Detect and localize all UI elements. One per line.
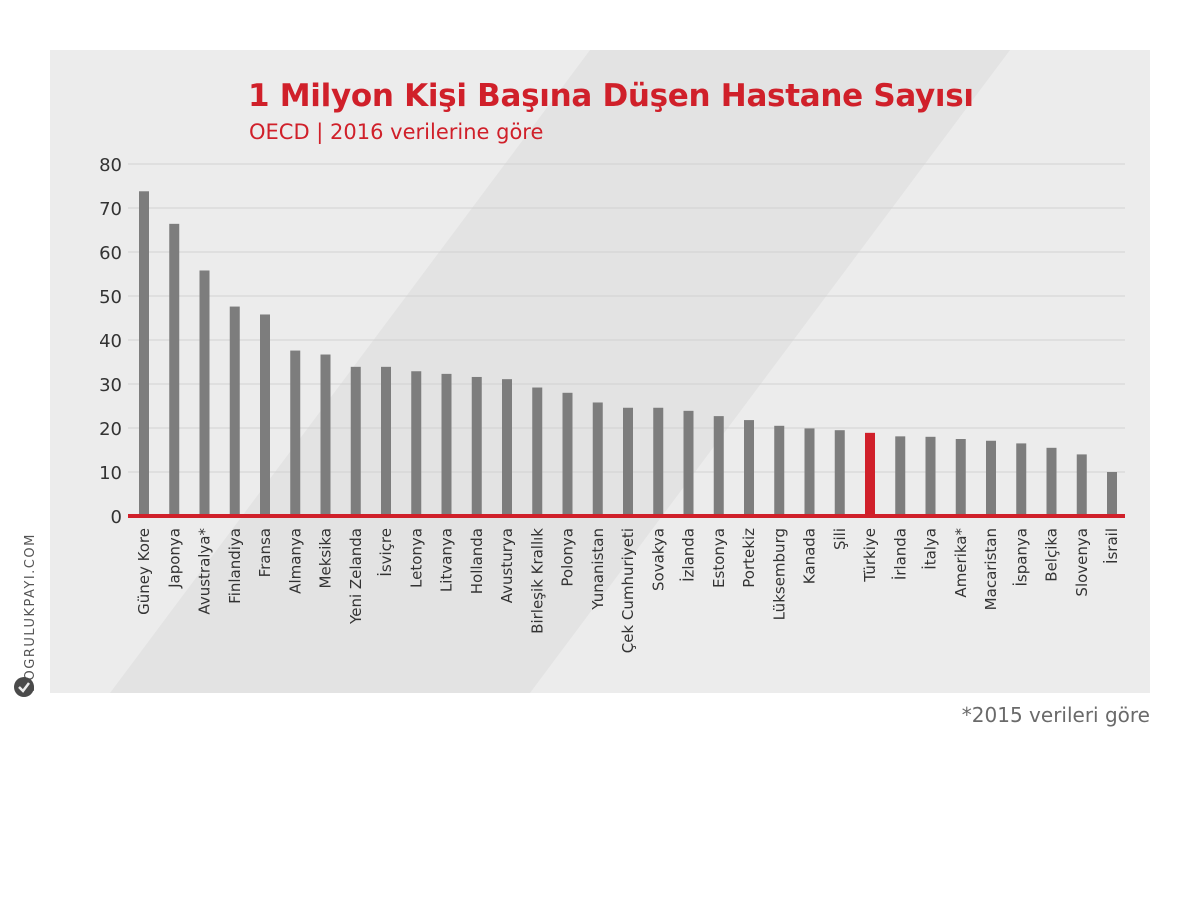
x-tick-label: İspanya [1011,528,1030,587]
x-tick-label: İzlanda [679,528,698,582]
bar [471,376,482,516]
brand-watermark: DOGRULUKPAYI.COM [9,533,47,900]
x-tick-label: Meksika [317,528,335,588]
bar [592,402,603,516]
bar [1076,454,1087,516]
bar [955,439,966,516]
bar [895,436,906,516]
x-tick-label: İsrail [1102,528,1121,564]
bar [411,371,422,516]
y-tick-label: 20 [99,419,122,440]
x-tick-label: Letonya [407,528,425,588]
x-tick-label: Macaristan [982,528,1000,610]
bar [865,432,875,516]
bar-chart: 0 10 20 30 40 50 60 70 80 Güney Kore Japonya Avust… [99,50,1125,693]
chart-title: 1 Milyon Kişi Başına Düşen Hastane Sayıs… [248,78,974,114]
x-tick-label: Şili [831,528,849,550]
x-tick-label: Amerika* [952,528,970,598]
brand-logo-icon [14,677,34,697]
y-tick-label: 50 [99,287,122,308]
x-tick-label: Çek Cumhuriyeti [619,528,637,653]
x-axis-labels: Güney Kore Japonya Avustralya* Finlandiya Fr… [135,528,1121,654]
bar [441,373,452,516]
bar [683,410,694,516]
bar [774,425,785,516]
x-tick-label: Sovakya [649,528,667,591]
footnote: *2015 verileri göre [961,703,1150,727]
y-tick-label: 80 [99,155,122,176]
bar [532,387,543,516]
x-tick-label: Belçika [1043,528,1061,582]
x-tick-label: Birleşik Krallık [528,528,546,634]
chart-panel: 0 10 20 30 40 50 60 70 80 Güney Kore Japonya Avust… [50,50,1150,693]
x-tick-label: Japonya [165,528,183,589]
bar [562,392,573,516]
x-tick-label: Güney Kore [135,528,153,615]
bar [381,366,391,516]
x-tick-label: Slovenya [1073,528,1091,597]
x-tick-label: Estonya [710,528,728,588]
bar [925,436,936,516]
x-tick-label: Finlandiya [226,528,244,604]
bar [229,306,240,516]
bar [502,379,512,516]
bar [986,440,996,516]
x-tick-label: Portekiz [740,528,758,588]
x-tick-label: Hollanda [468,528,486,594]
bar [834,430,845,516]
x-tick-label: Avustralya* [196,528,214,615]
x-tick-label: Avusturya [498,528,516,603]
x-tick-label: Yeni Zelanda [347,528,365,625]
bar [1046,447,1057,516]
brand-text: DOGRULUKPAYI.COM [23,533,38,692]
background-stripe [110,50,1010,693]
x-tick-label: İtalya [921,528,940,570]
x-tick-label: Litvanya [438,528,456,592]
bar [199,270,210,516]
bar [1016,443,1027,516]
bar [623,407,633,516]
y-tick-label: 0 [111,507,122,528]
bar [290,350,301,516]
x-tick-label: Fransa [256,528,274,577]
x-tick-label: Polonya [559,528,577,587]
bar [713,416,724,516]
x-tick-label: Kanada [801,528,819,584]
bar [260,314,270,516]
x-tick-label: Lüksemburg [770,528,788,620]
x-tick-label: Yunanistan [589,528,607,611]
bar [139,191,149,516]
bar [653,407,664,516]
y-tick-label: 10 [99,463,122,484]
x-tick-label: Türkiye [861,528,879,583]
y-tick-label: 40 [99,331,122,352]
bar [350,366,361,516]
y-tick-label: 30 [99,375,122,396]
chart-subtitle: OECD | 2016 verilerine göre [249,120,544,144]
bar [320,354,331,516]
bar [169,223,180,516]
bar [804,428,815,516]
x-tick-label: İrlanda [890,528,909,580]
bar [744,420,754,516]
y-tick-label: 60 [99,243,122,264]
x-tick-label: Almanya [286,528,304,594]
bar [1107,472,1117,516]
y-tick-label: 70 [99,199,122,220]
bars [139,191,1117,516]
x-tick-label: İsviçre [376,528,395,577]
y-axis-ticks: 0 10 20 30 40 50 60 70 80 [99,155,122,528]
